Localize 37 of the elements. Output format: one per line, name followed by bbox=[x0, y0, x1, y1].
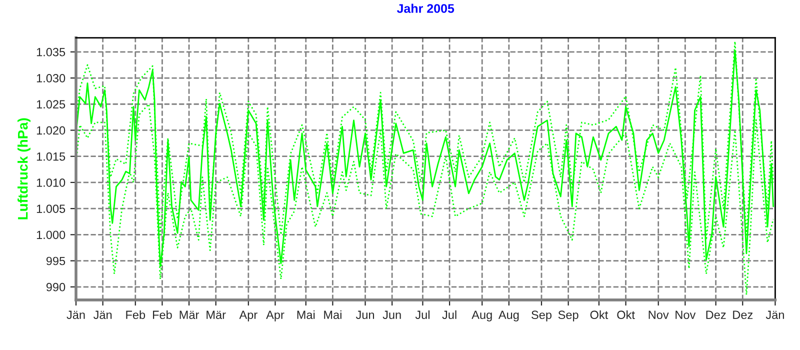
x-tick-label: Mär bbox=[206, 310, 226, 320]
x-tick-label: Jän bbox=[93, 310, 112, 320]
y-tick-label: 1.015 bbox=[36, 152, 66, 161]
y-tick-label: 995 bbox=[46, 256, 66, 266]
x-tick-label: Apr bbox=[239, 310, 258, 322]
x-tick-label: Sep bbox=[558, 310, 578, 322]
x-tick-label: Mai bbox=[297, 310, 315, 320]
x-tick-label: Jun bbox=[356, 310, 374, 320]
y-axis-title: Luftdruck (hPa) bbox=[18, 118, 30, 220]
x-tick-label: Jul bbox=[442, 310, 456, 320]
x-tick-label: Okt bbox=[617, 310, 635, 320]
x-tick-label: Apr bbox=[266, 310, 284, 322]
x-tick-label: Jul bbox=[415, 310, 430, 320]
y-tick-label: 990 bbox=[46, 282, 66, 292]
x-tick-label: Jän bbox=[66, 310, 85, 320]
y-tick-label: 1.010 bbox=[36, 178, 66, 187]
chart-title: Jahr 2005 bbox=[396, 4, 454, 13]
x-tick-label: Feb bbox=[153, 310, 172, 320]
x-tick-label: Jun bbox=[382, 310, 401, 320]
x-tick-label: Okt bbox=[590, 310, 608, 320]
x-tick-label: Nov bbox=[648, 310, 669, 320]
y-tick-label: 1.005 bbox=[36, 204, 66, 213]
x-tick-label: Jän bbox=[766, 310, 784, 320]
x-tick-label: Mär bbox=[180, 310, 199, 320]
x-tick-label: Aug bbox=[472, 310, 492, 322]
x-tick-label: Dez bbox=[706, 310, 726, 320]
y-tick-label: 1.000 bbox=[36, 230, 66, 240]
y-tick-label: 1.020 bbox=[36, 126, 66, 135]
x-tick-label: Sep bbox=[532, 310, 552, 322]
y-tick-label: 1.035 bbox=[36, 48, 66, 56]
x-tick-label: Feb bbox=[126, 310, 146, 320]
x-tick-label: Aug bbox=[498, 310, 519, 322]
x-tick-label: Nov bbox=[676, 310, 696, 320]
x-tick-label: Dez bbox=[733, 310, 753, 320]
x-tick-label: Mai bbox=[324, 310, 342, 320]
y-tick-label: 1.025 bbox=[36, 100, 66, 109]
y-tick-label: 1.030 bbox=[36, 74, 66, 82]
